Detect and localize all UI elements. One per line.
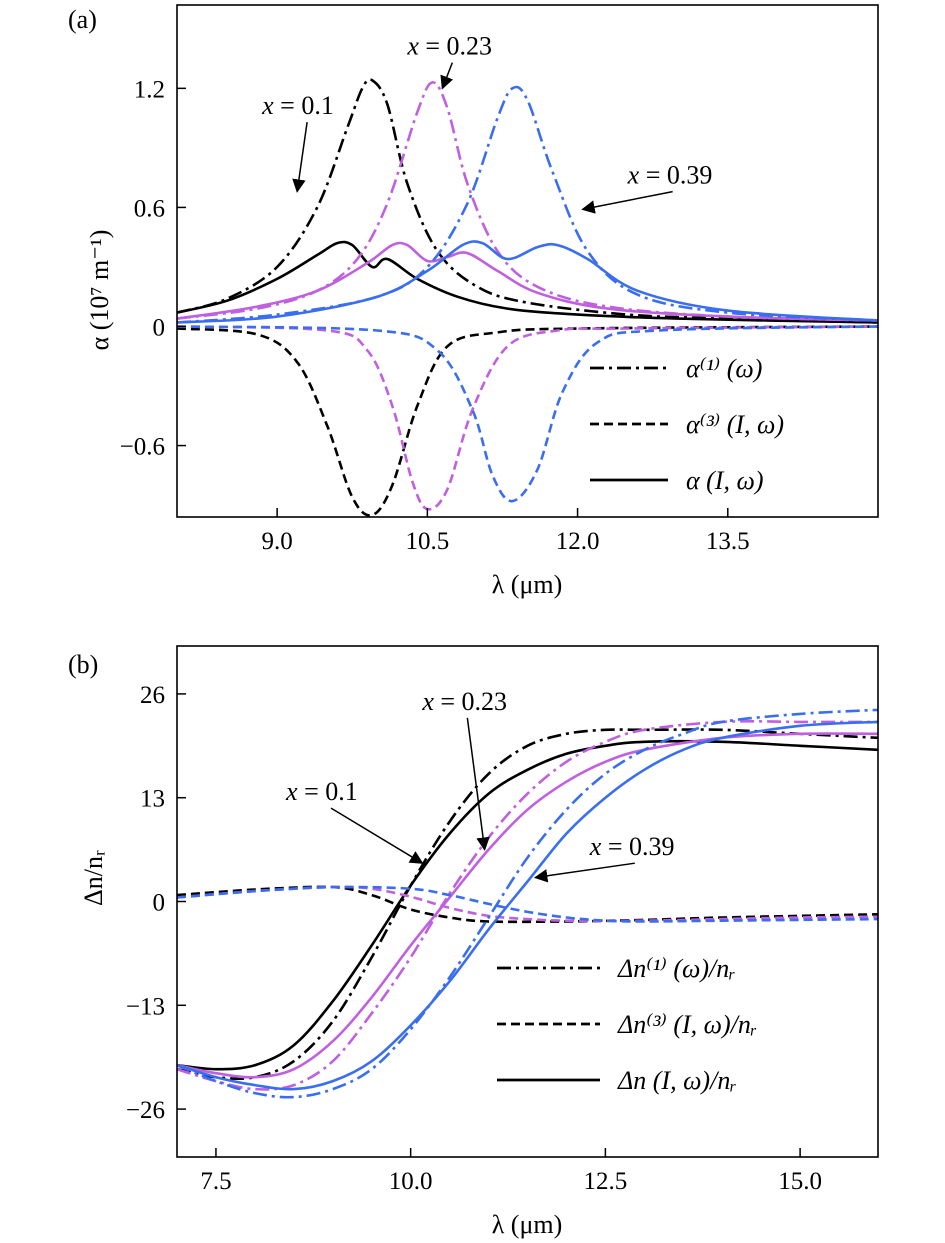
x-tick-label: 15.0 xyxy=(778,1168,822,1195)
annotation-label: x = 0.1 xyxy=(261,91,334,120)
y-tick-label: 13 xyxy=(140,786,165,813)
plot-frame xyxy=(176,4,879,518)
annotation-label: x = 0.39 xyxy=(589,832,675,861)
series-line-solid-x-0-23 xyxy=(177,732,878,1079)
panel-a-y-axis-label: α (10⁷ m⁻¹) xyxy=(85,230,114,351)
annotation-arrow xyxy=(440,62,454,90)
series-line-solid-x-0-1 xyxy=(177,240,878,324)
legend: α⁽¹⁾ (ω) α⁽³⁾ (I, ω) α (I, ω) xyxy=(590,354,784,495)
legend-label: Δn (I, ω)/nᵣ xyxy=(617,1066,737,1095)
y-tick-label: 0 xyxy=(153,890,166,917)
x-tick-label: 9.0 xyxy=(262,528,293,555)
panel-b-x-axis-label: λ (μm) xyxy=(492,1210,563,1239)
legend-label: Δn⁽³⁾ (I, ω)/nᵣ xyxy=(617,1010,757,1039)
annotation-arrow xyxy=(466,717,490,851)
y-tick-label: −13 xyxy=(126,993,165,1020)
series-line-dashed-x-0-23 xyxy=(177,885,878,923)
panel-b-label: (b) xyxy=(68,650,98,679)
series-line-dashdot-x-0-1 xyxy=(177,78,878,324)
annotation-arrow xyxy=(581,190,673,214)
series-line-solid-x-0-1 xyxy=(177,739,878,1071)
x-tick-label: 12.0 xyxy=(556,528,600,555)
x-tick-label: 7.5 xyxy=(200,1168,231,1195)
series-line-dashed-x-0-1 xyxy=(177,885,878,924)
y-tick-label: −26 xyxy=(126,1097,165,1124)
x-tick-label: 12.5 xyxy=(584,1168,628,1195)
series-line-dashed-x-0-39 xyxy=(177,885,878,923)
annotation-arrow xyxy=(292,122,308,193)
annotation-label: x = 0.23 xyxy=(421,687,507,716)
legend-label: Δn⁽¹⁾ (ω)/nᵣ xyxy=(617,954,736,983)
series-line-solid-x-0-39 xyxy=(177,720,878,1091)
series-group xyxy=(177,708,878,1099)
x-tick-label: 10.0 xyxy=(389,1168,433,1195)
x-tick-label: 13.5 xyxy=(706,528,750,555)
legend-label: α (I, ω) xyxy=(686,466,763,495)
panel-b-plot-area: 7.5 10.0 12.5 15.0 26 13 0 −13 −26 x = 0.1 x = 0.2… xyxy=(126,645,879,1195)
annotations: x = 0.1 x = 0.23 x = 0.39 xyxy=(261,32,713,214)
x-tick-label: 10.5 xyxy=(405,528,449,555)
y-tick-label: 0.6 xyxy=(134,195,165,222)
panel-a-label: (a) xyxy=(68,5,97,34)
annotation-arrow xyxy=(533,862,635,883)
series-line-dashdot-x-0-39 xyxy=(177,708,878,1099)
ticks: 7.5 10.0 12.5 15.0 26 13 0 −13 −26 xyxy=(126,682,822,1195)
panel-b-y-axis-label: Δn/nᵣ xyxy=(79,850,108,906)
y-tick-label: 1.2 xyxy=(134,76,165,103)
series-line-dashed-x-0-39 xyxy=(177,325,878,503)
legend-label: α⁽³⁾ (I, ω) xyxy=(686,410,784,439)
y-tick-label: 0 xyxy=(153,314,166,341)
series-group xyxy=(177,78,878,517)
panel-a-x-axis-label: λ (μm) xyxy=(492,570,563,599)
annotation-label: x = 0.39 xyxy=(627,161,713,190)
annotation-arrow xyxy=(330,807,424,864)
series-line-dashed-x-0-23 xyxy=(177,325,878,511)
panel-a: (a) 9.0 10.5 12.0 13.51.20.60−0.6x = 0.1x =… xyxy=(68,4,879,599)
annotations: x = 0.1 x = 0.23 x = 0.39 xyxy=(285,687,675,883)
series-line-dashdot-x-0-1 xyxy=(177,728,878,1080)
legend: Δn⁽¹⁾ (ω)/nᵣ Δn⁽³⁾ (I, ω)/nᵣ Δn (I, ω)/nᵣ xyxy=(497,954,757,1095)
series-line-solid-x-0-39 xyxy=(177,240,878,324)
y-tick-label: −0.6 xyxy=(120,434,165,461)
ticks: 9.0 10.5 12.0 13.5 1.2 0.6 0 −0.6 xyxy=(120,76,750,555)
annotation-label: x = 0.1 xyxy=(285,777,358,806)
y-tick-label: 26 xyxy=(140,682,165,709)
series-line-dashdot-x-0-39 xyxy=(177,85,878,324)
panel-a-plot-area: 9.0 10.5 12.0 13.5 1.2 0.6 0 −0.6 x = 0.1 x = 0.2… xyxy=(120,4,879,555)
series-line-dashdot-x-0-23 xyxy=(177,719,878,1091)
legend-label: α⁽¹⁾ (ω) xyxy=(686,354,762,383)
annotation-label: x = 0.23 xyxy=(406,32,492,61)
